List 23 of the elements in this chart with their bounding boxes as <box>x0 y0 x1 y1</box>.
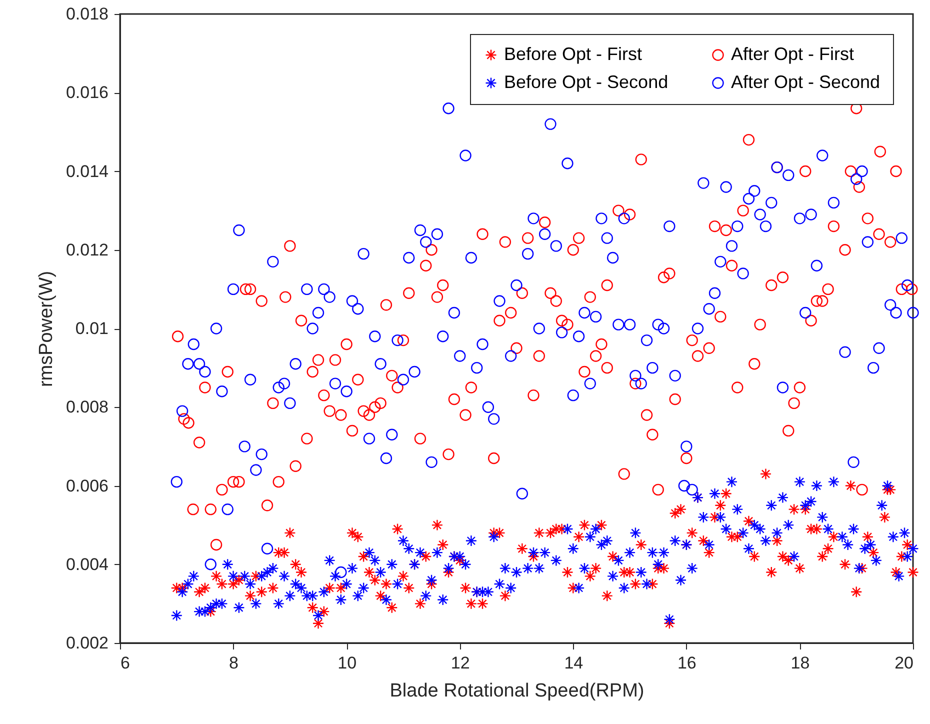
x-axis-title: Blade Rotational Speed(RPM) <box>390 680 644 702</box>
y-tick-label: 0.008 <box>66 398 108 417</box>
y-tick-label: 0.002 <box>66 634 108 652</box>
x-tick-label: 8 <box>229 654 239 672</box>
y-tick-label: 0.006 <box>66 476 108 496</box>
x-tick-label: 6 <box>120 654 130 672</box>
legend-label: Before Opt - First <box>504 44 642 64</box>
y-tick-label: 0.018 <box>66 4 108 24</box>
x-tick-label: 10 <box>338 654 357 672</box>
y-tick-label: 0.01 <box>75 319 108 338</box>
x-tick-label: 18 <box>790 654 810 672</box>
x-tick-label: 12 <box>450 654 470 672</box>
y-tick-label: 0.004 <box>66 554 108 574</box>
y-axis-title: rmsPower(W) <box>36 270 57 388</box>
x-tick-label: 16 <box>677 654 696 672</box>
y-tick-label: 0.014 <box>66 162 108 181</box>
x-tick-label: 20 <box>894 654 914 672</box>
x-tick-label: 14 <box>564 654 584 672</box>
y-tick-label: 0.012 <box>66 240 108 260</box>
legend-label: After Opt - Second <box>731 72 880 92</box>
y-tick-label: 0.016 <box>66 83 108 102</box>
legend-label: Before Opt - Second <box>504 72 668 92</box>
legend-label: After Opt - First <box>731 44 854 64</box>
